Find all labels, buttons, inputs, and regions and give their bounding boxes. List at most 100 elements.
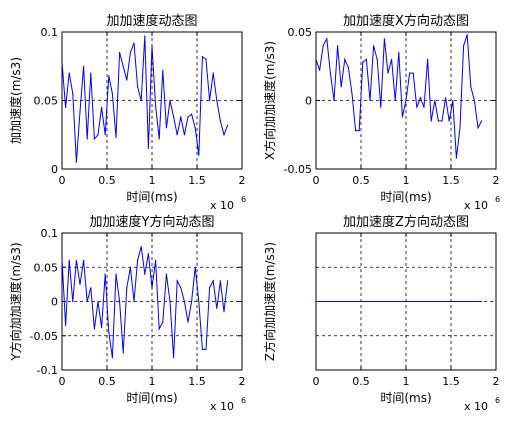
data-point xyxy=(173,116,175,118)
data-point xyxy=(97,300,99,303)
data-point xyxy=(383,38,385,40)
data-point xyxy=(104,134,106,136)
data-point xyxy=(216,307,218,309)
data-point xyxy=(322,45,324,47)
data-point xyxy=(223,134,225,136)
data-point xyxy=(111,357,113,359)
data-point xyxy=(115,136,117,139)
data-point xyxy=(194,127,196,129)
data-point xyxy=(380,106,382,108)
data-point xyxy=(133,300,135,303)
data-point xyxy=(133,42,135,44)
data-point xyxy=(209,287,211,289)
data-point xyxy=(219,280,221,282)
data-point xyxy=(155,259,157,261)
data-point xyxy=(97,134,99,136)
data-point xyxy=(337,45,339,47)
data-point xyxy=(108,331,110,333)
x-tick-label: 1.5 xyxy=(442,174,460,187)
y-tick-label: -0.05 xyxy=(30,330,58,343)
data-point xyxy=(122,352,124,354)
data-point xyxy=(61,258,63,260)
data-point xyxy=(101,326,103,329)
data-point xyxy=(466,34,468,36)
data-point xyxy=(151,45,153,47)
data-point xyxy=(201,56,203,58)
data-point xyxy=(137,86,139,88)
data-point xyxy=(405,99,407,102)
data-point xyxy=(176,134,178,136)
data-point xyxy=(315,300,317,303)
data-point xyxy=(86,300,88,303)
x-exponent-power: 6 xyxy=(495,195,500,204)
data-point xyxy=(65,324,67,327)
data-point xyxy=(315,58,317,61)
data-point xyxy=(198,300,200,303)
x-tick-label: 1 xyxy=(149,174,156,187)
data-point xyxy=(93,328,95,330)
data-point xyxy=(455,157,457,159)
data-point xyxy=(219,120,221,122)
data-point xyxy=(477,127,479,129)
data-point xyxy=(165,127,167,129)
data-point xyxy=(416,106,418,108)
data-point xyxy=(187,116,189,118)
data-point xyxy=(365,58,367,61)
data-point xyxy=(227,124,229,126)
y-tick-label: 0 xyxy=(51,163,58,176)
data-point xyxy=(340,86,342,88)
data-point xyxy=(369,99,371,102)
y-tick-label: 0.1 xyxy=(41,227,59,240)
data-point xyxy=(427,58,429,61)
data-point xyxy=(191,113,193,115)
data-point xyxy=(355,130,357,132)
data-point xyxy=(434,99,436,102)
data-point xyxy=(83,65,85,67)
data-point xyxy=(147,147,149,149)
x-exponent-base: x 10 xyxy=(464,199,488,212)
data-point xyxy=(419,97,421,99)
y-axis-label: X方向加加速度(m/s3) xyxy=(262,41,277,160)
data-point xyxy=(144,273,146,275)
data-point xyxy=(437,120,439,122)
x-tick-label: 0.5 xyxy=(352,375,370,388)
data-point xyxy=(459,127,461,129)
chart-title: 加加速度动态图 xyxy=(106,13,197,29)
x-tick-label: 1.5 xyxy=(442,375,460,388)
x-exponent-power: 6 xyxy=(241,396,246,405)
y-tick-label: 0.1 xyxy=(41,26,59,39)
x-exponent-power: 6 xyxy=(241,195,246,204)
data-point xyxy=(329,72,331,74)
data-point xyxy=(108,75,110,77)
data-point xyxy=(104,273,106,275)
x-axis-label: 时间(ms) xyxy=(380,190,431,204)
y-tick-label: -0.05 xyxy=(284,163,312,176)
data-point xyxy=(373,45,375,47)
data-point xyxy=(140,99,142,102)
data-point xyxy=(129,266,131,268)
x-axis-label: 时间(ms) xyxy=(126,190,177,204)
y-axis-label: 加加速度(m/s3) xyxy=(8,57,23,144)
data-point xyxy=(344,58,346,61)
data-point xyxy=(75,161,77,163)
y-axis-label: Z方向加加速度(m/s3) xyxy=(262,242,277,361)
chart-title: 加加速度Y方向动态图 xyxy=(90,214,215,230)
y-tick-label: 0 xyxy=(305,95,312,108)
data-point xyxy=(191,300,193,303)
data-point xyxy=(126,287,128,289)
data-point xyxy=(473,99,475,102)
data-point xyxy=(347,67,349,69)
data-point xyxy=(119,300,121,303)
x-exponent-power: 6 xyxy=(495,396,500,405)
x-tick-label: 1 xyxy=(149,375,156,388)
data-point xyxy=(394,99,396,102)
data-point xyxy=(319,69,321,71)
data-point xyxy=(144,35,146,37)
data-point xyxy=(183,300,185,303)
data-point xyxy=(423,106,425,108)
data-point xyxy=(212,280,214,282)
x-exponent-base: x 10 xyxy=(464,400,488,413)
data-point xyxy=(201,348,203,350)
y-tick-label: 0.05 xyxy=(34,261,59,274)
data-point xyxy=(223,311,225,313)
